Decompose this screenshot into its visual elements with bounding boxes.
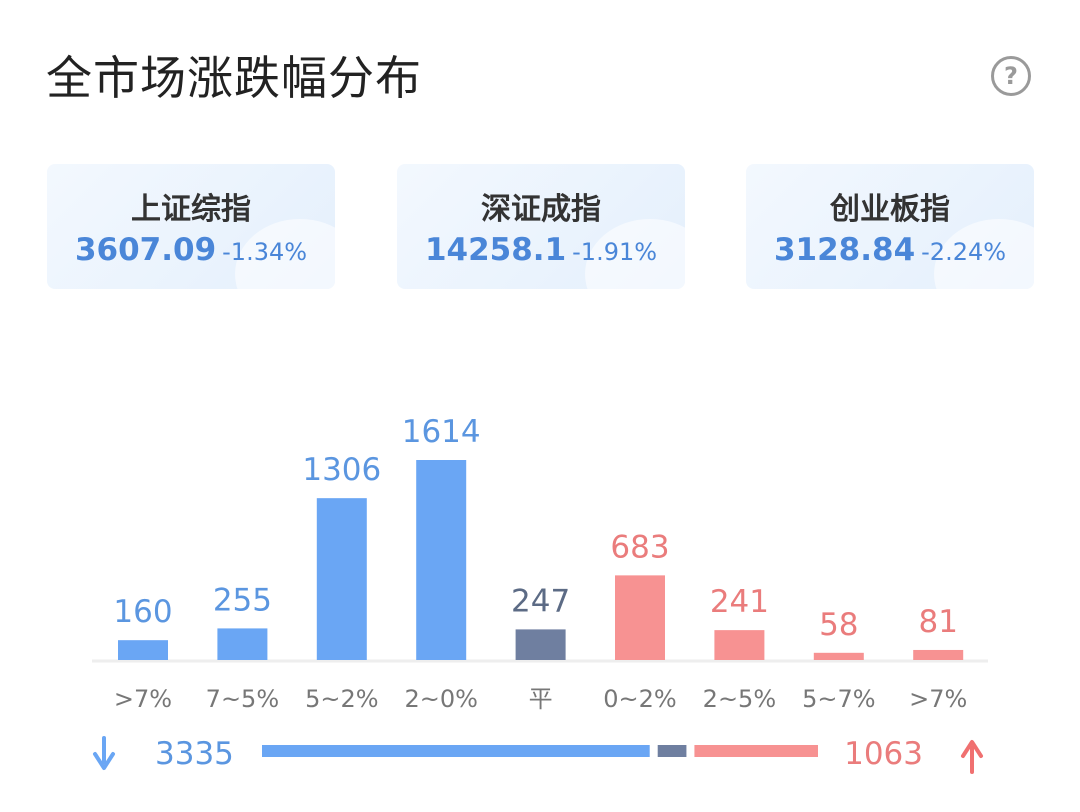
arrow-down-icon [93, 736, 115, 770]
arrow-up-icon [961, 740, 983, 774]
summary-down-count: 3335 [155, 736, 234, 772]
index-change: -1.34% [222, 238, 308, 266]
x-tick-label-5: 0~2% [603, 685, 676, 713]
x-tick-label-2: 5~2% [305, 685, 378, 713]
index-price: 14258.1 [424, 232, 567, 268]
index-card-cyb[interactable]: 创业板指 3128.84 -2.24% [746, 164, 1034, 289]
data-label-0: 160 [113, 594, 172, 630]
data-label-1: 255 [213, 582, 272, 618]
summary-up-count: 1063 [844, 736, 923, 772]
data-label-5: 683 [610, 529, 669, 565]
index-name: 深证成指 [481, 192, 601, 227]
index-name: 创业板指 [830, 192, 950, 227]
bar-1 [217, 628, 268, 660]
summary-bar-down [262, 745, 650, 757]
x-tick-label-0: >7% [114, 685, 172, 713]
index-change: -1.91% [572, 238, 658, 266]
index-card-sz[interactable]: 深证成指 14258.1 -1.91% [397, 164, 685, 289]
bar-2 [316, 498, 367, 660]
data-label-4: 247 [511, 583, 570, 619]
x-tick-label-7: 5~7% [802, 685, 875, 713]
index-name: 上证综指 [131, 192, 251, 227]
summary-bar-up [694, 745, 818, 757]
x-tick-label-3: 2~0% [404, 685, 477, 713]
bar-0 [118, 640, 168, 660]
help-button[interactable]: ? [991, 56, 1031, 96]
bar-5 [615, 575, 665, 660]
data-label-8: 81 [918, 604, 957, 640]
bar-4 [515, 629, 566, 660]
data-label-6: 241 [710, 584, 769, 620]
index-change: -2.24% [921, 238, 1007, 266]
bar-7 [813, 652, 864, 660]
index-card-sh[interactable]: 上证综指 3607.09 -1.34% [47, 164, 335, 289]
x-tick-label-1: 7~5% [206, 685, 279, 713]
bar-8 [913, 649, 964, 660]
index-price: 3607.09 [74, 232, 217, 268]
x-tick-label-4: 平 [529, 685, 553, 713]
index-price: 3128.84 [773, 232, 916, 268]
data-label-7: 58 [819, 607, 858, 643]
question-circle-icon: ? [1004, 62, 1018, 90]
bar-3 [416, 460, 467, 660]
page-title: 全市场涨跌幅分布 [46, 51, 422, 105]
x-tick-label-6: 2~5% [703, 685, 776, 713]
summary-bar-flat [657, 745, 687, 757]
bar-6 [714, 630, 765, 660]
x-tick-label-8: >7% [909, 685, 967, 713]
data-label-2: 1306 [302, 452, 381, 488]
data-label-3: 1614 [402, 414, 481, 450]
